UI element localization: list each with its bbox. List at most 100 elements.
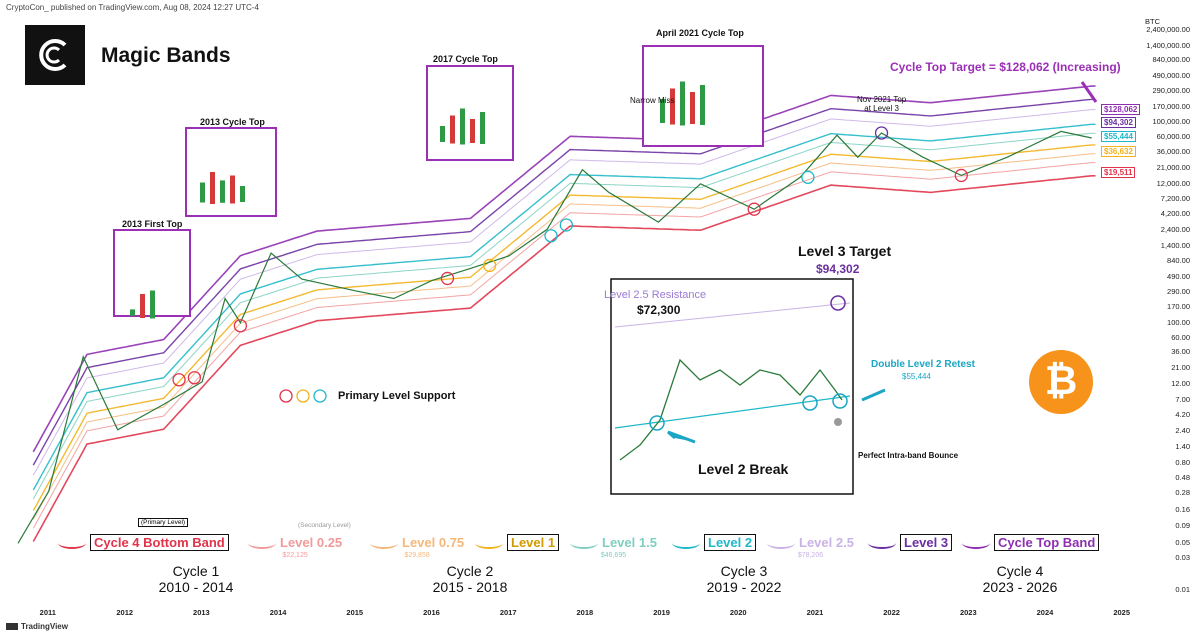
legend-label: Cycle Top Band: [994, 534, 1100, 551]
inset-candle: [440, 126, 445, 142]
level25-resistance-value: $72,300: [637, 303, 681, 317]
legend-swatch-icon: [767, 537, 795, 549]
inset-2017-title: 2017 Cycle Top: [433, 54, 498, 64]
y-tick-label: 0.09: [1175, 521, 1190, 531]
y-tick-label: 12.00: [1171, 379, 1190, 389]
inset-candle: [660, 99, 665, 123]
cryptocon-logo-icon: [39, 39, 67, 71]
tradingview-label: TradingView: [21, 622, 68, 631]
y-tick-label: 0.01: [1175, 585, 1190, 594]
y-tick-label: 0.16: [1175, 504, 1190, 514]
price-tag: $55,444: [1101, 131, 1136, 142]
inset-2021-title: April 2021 Cycle Top: [656, 28, 744, 38]
x-tick-label: 2020: [729, 608, 747, 617]
zoom-retest-circle-2: [832, 393, 848, 409]
y-tick-label: 4,200.00: [1160, 209, 1190, 219]
y-tick-label: 4.20: [1175, 409, 1190, 419]
y-tick-label: 1.40: [1175, 441, 1190, 451]
legend-value: $22,125: [282, 552, 308, 559]
chart-title: Magic Bands: [101, 44, 231, 67]
nov-2021-top-label: Nov 2021 Top at Level 3: [857, 95, 906, 113]
legend-item: Level 2.5 $78,206: [767, 534, 854, 559]
inset-candle: [470, 119, 475, 143]
inset-candle: [680, 81, 685, 126]
y-tick-label: 170.00: [1167, 302, 1190, 312]
legend-item: Level 0.25 $22,125: [248, 534, 342, 559]
zoom-intra-dot: [834, 418, 842, 426]
legend-label: Level 3: [900, 534, 953, 551]
legend-item: Cycle Top Band: [962, 534, 1100, 552]
support-circle-1: [187, 371, 202, 385]
support-circle-0: [172, 373, 186, 387]
x-tick-label: 2013: [193, 608, 210, 617]
band-line-6: [32, 153, 1096, 520]
price-tag: $36,632: [1101, 146, 1136, 157]
x-tick-label: 2018: [576, 608, 594, 617]
cycle-years: 2015 - 2018: [432, 579, 508, 595]
tradingview-icon: [6, 623, 18, 631]
x-tick-label: 2024: [1036, 608, 1054, 617]
legend-item: Cycle 4 Bottom Band: [58, 534, 229, 552]
x-tick-label: 2017: [499, 608, 517, 617]
band-line-4: [32, 132, 1096, 500]
y-tick-label: 36,000.00: [1156, 146, 1190, 156]
legend-swatch-icon: [570, 537, 598, 549]
inset-2013-first-title: 2013 First Top: [122, 219, 183, 229]
intra-band-bounce-label: Perfect Intra-band Bounce: [858, 451, 959, 460]
publisher-header: CryptoCon_ published on TradingView.com,…: [6, 3, 259, 12]
zoom-level2-line: [614, 395, 851, 429]
nov-2021-top-text: Nov 2021 Top: [857, 95, 907, 104]
support-circle-4: [482, 258, 497, 273]
level25-resistance-label: Level 2.5 Resistance: [604, 289, 707, 301]
x-tick-label: 2012: [116, 608, 134, 617]
legend-label: Level 2.5: [799, 535, 854, 550]
y-tick-label: 840.00: [1167, 255, 1190, 265]
y-tick-label: 100,000.00: [1152, 117, 1190, 127]
legend-value: $46,695: [600, 552, 627, 559]
support-circle-2: [233, 319, 248, 333]
legend-swatch-icon: [248, 537, 276, 549]
double-retest-arrow-icon: [861, 388, 886, 402]
x-tick-label: 2022: [883, 608, 900, 617]
cycle-label: Cycle 3 2019 - 2022: [684, 563, 804, 595]
inset-candle: [480, 112, 485, 144]
cycle-top-target-label: Cycle Top Target = $128,062 (Increasing): [890, 60, 1121, 74]
support-circle-6: [559, 218, 573, 232]
cycle-top-arrow-icon: [1080, 81, 1098, 103]
level2-break-arrow-icon: [667, 430, 696, 444]
y-tick-label: 2,400,000.00: [1146, 25, 1190, 34]
cycle-label: Cycle 4 2023 - 2026: [960, 563, 1080, 595]
y-tick-label: 0.03: [1175, 553, 1190, 563]
narrow-miss-label: Narrow Miss: [630, 96, 675, 105]
x-tick-label: 2025: [1113, 608, 1131, 617]
cycle-years: 2023 - 2026: [982, 579, 1058, 595]
brand-logo: [25, 25, 85, 85]
y-tick-label: 100.00: [1167, 317, 1190, 327]
support-circle-9: [954, 168, 968, 183]
inset-candle: [700, 85, 705, 125]
btc-price-line: [17, 130, 1092, 544]
cycle-years: 2010 - 2014: [158, 579, 234, 595]
zoom-level25-line: [614, 302, 851, 328]
y-tick-label: 1,400.00: [1160, 241, 1190, 251]
inset-candle: [150, 290, 155, 319]
y-tick-label: 21,000.00: [1156, 162, 1190, 172]
zoom-retest-circle-0: [649, 415, 665, 431]
y-tick-label: 36.00: [1171, 347, 1190, 357]
secondary-level-note: (Secondary Level): [298, 522, 351, 529]
y-tick-label: 0.48: [1175, 472, 1190, 482]
support-circle-5: [544, 229, 558, 243]
level3-target-value: $94,302: [816, 262, 860, 276]
legend-swatch-icon: [962, 537, 990, 549]
legend-label: Level 2: [704, 534, 757, 551]
inset-candle: [130, 309, 135, 316]
y-tick-label: 1,400,000.00: [1146, 40, 1190, 50]
band-line-3: [32, 123, 1096, 491]
legend-label: Level 0.75: [402, 535, 465, 550]
inset-candle: [210, 172, 215, 204]
y-tick-label: 490,000.00: [1152, 71, 1190, 81]
x-tick-label: 2023: [959, 608, 977, 617]
x-tick-label: 2019: [653, 608, 670, 617]
tradingview-footer: TradingView: [6, 622, 68, 631]
legend-item: Level 3: [868, 534, 953, 552]
